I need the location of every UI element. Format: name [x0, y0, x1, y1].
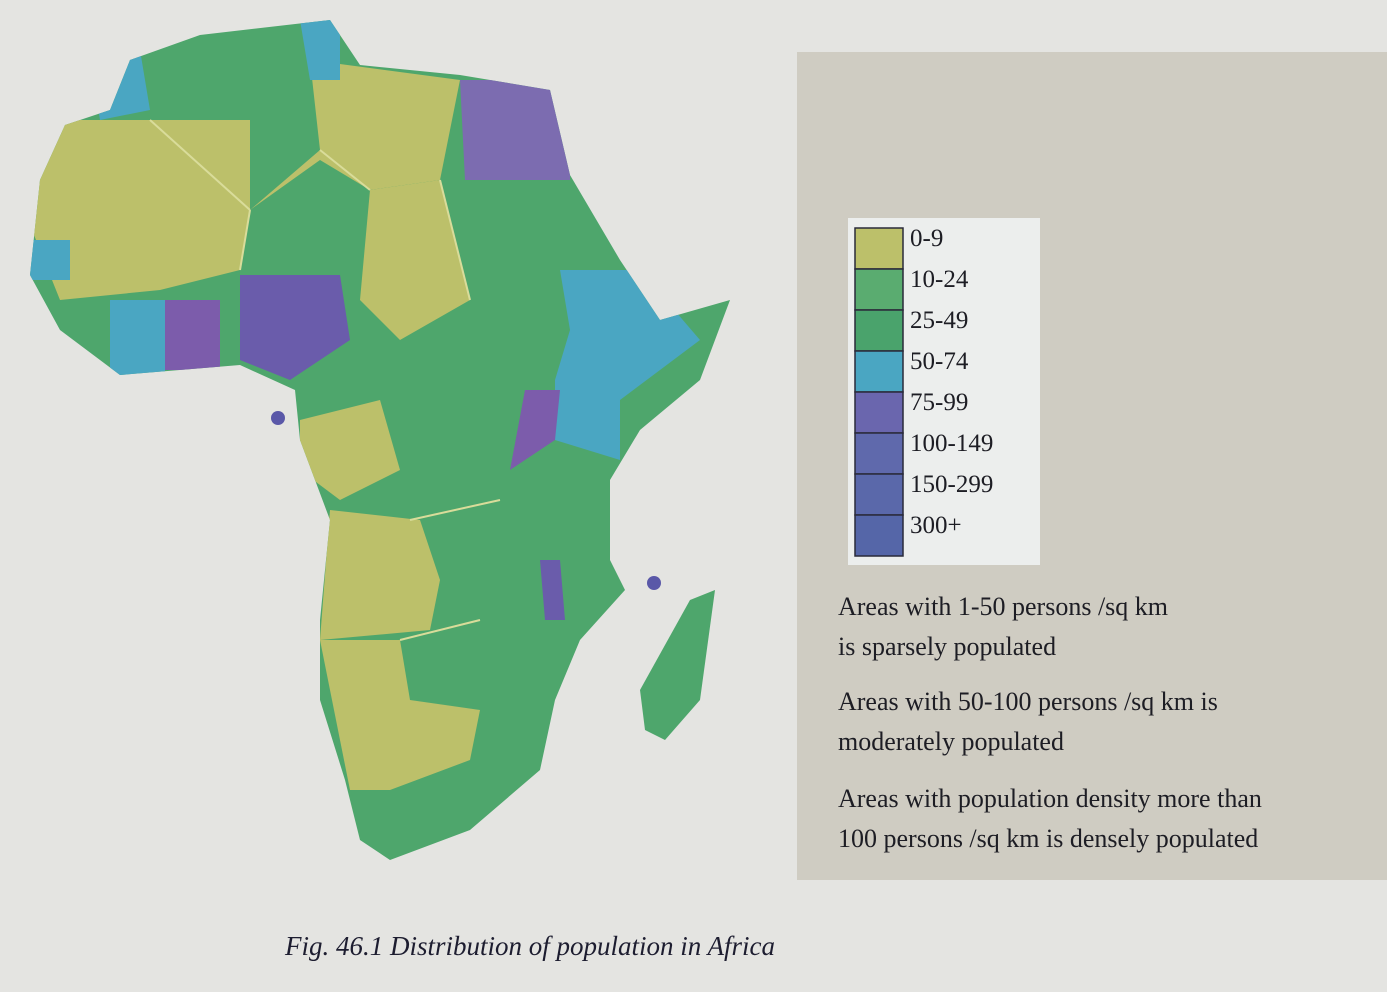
- note-line: Areas with 50-100 persons /sq km is: [838, 687, 1218, 716]
- legend-label: 25-49: [910, 307, 968, 334]
- legend-swatch: [854, 391, 904, 434]
- note-line: 100 persons /sq km is densely populated: [838, 824, 1258, 853]
- legend-swatch: [854, 309, 904, 352]
- madagascar: [640, 590, 715, 740]
- legend-label: 300+: [910, 512, 962, 539]
- legend-label: 10-24: [910, 266, 969, 293]
- legend-label: 0-9: [910, 225, 943, 252]
- caption: Fig. 46.1 Distribution of population in …: [284, 931, 775, 961]
- legend-swatch: [854, 227, 904, 270]
- notes: Areas with 1-50 persons /sq km is sparsel…: [838, 592, 1262, 853]
- legend-swatch: [854, 514, 904, 557]
- legend-swatch: [854, 350, 904, 393]
- note-line: moderately populated: [838, 727, 1064, 756]
- island: [271, 411, 285, 425]
- note-line: Areas with population density more than: [838, 784, 1262, 813]
- legend-swatch: [854, 268, 904, 311]
- legend: 0-9 10-24 25-49 50-74 75-99 100-149 150-299 300…: [854, 225, 993, 557]
- map: [30, 20, 730, 860]
- legend-label: 50-74: [910, 348, 969, 375]
- note-line: is sparsely populated: [838, 632, 1056, 661]
- legend-swatch: [854, 432, 904, 475]
- legend-label: 150-299: [910, 471, 993, 498]
- legend-swatch: [854, 473, 904, 516]
- note-line: Areas with 1-50 persons /sq km: [838, 592, 1168, 621]
- island: [647, 576, 661, 590]
- legend-label: 75-99: [910, 389, 968, 416]
- legend-label: 100-149: [910, 430, 993, 457]
